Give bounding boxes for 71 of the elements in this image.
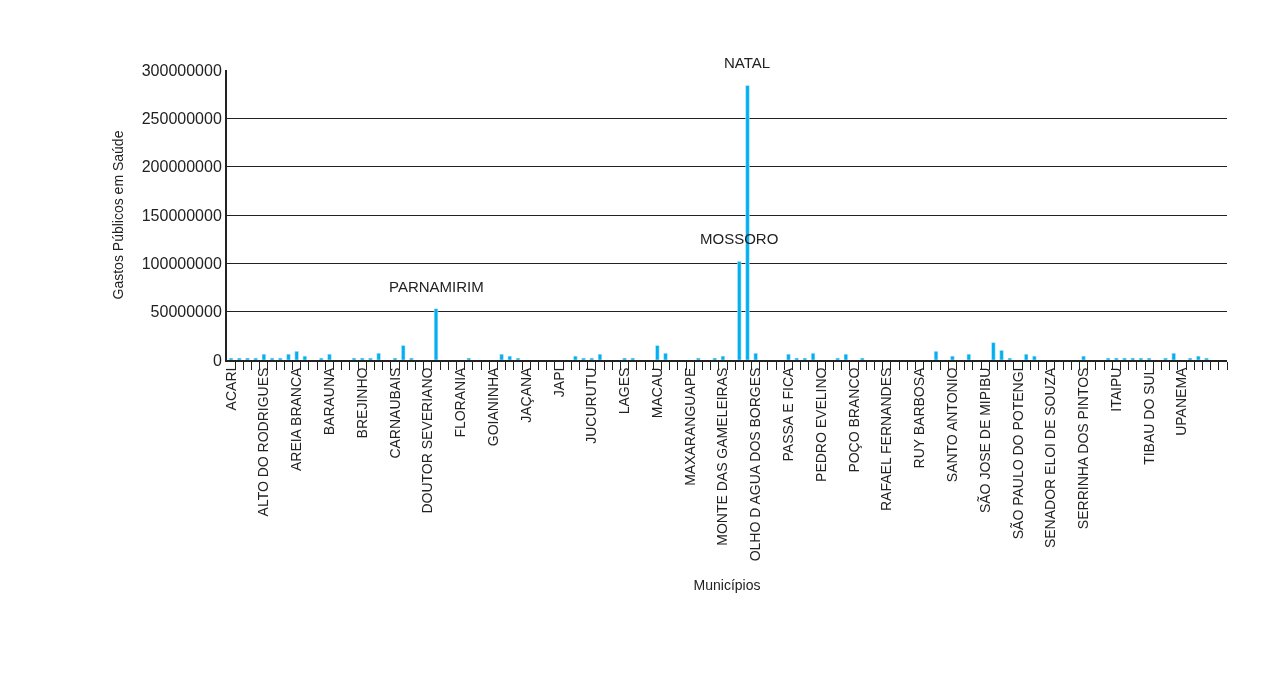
bar bbox=[1171, 352, 1176, 360]
bar bbox=[1032, 355, 1037, 360]
bar bbox=[655, 345, 660, 360]
bar bbox=[433, 308, 439, 360]
x-tick-label: SÃO PAULO DO POTENGI bbox=[1009, 367, 1026, 540]
x-tick-label: POÇO BRANCO bbox=[845, 367, 862, 473]
x-tick-label: MAXARANGUAPE bbox=[681, 367, 698, 486]
x-tick-label: LAGES bbox=[616, 367, 633, 415]
x-tick-label: SÃO JOSE DE MIPIBU bbox=[976, 367, 993, 514]
y-tick-label: 300000000 bbox=[141, 61, 222, 79]
x-tick-label: JAÇANA bbox=[517, 366, 534, 423]
bar bbox=[843, 353, 848, 360]
x-tick-label: PEDRO EVELINO bbox=[812, 367, 829, 482]
bar bbox=[753, 352, 758, 360]
x-tick-label: SANTO ANTONIO bbox=[943, 367, 960, 483]
x-tick-label: FLORANIA bbox=[452, 366, 469, 438]
data-label: PARNAMIRIM bbox=[389, 278, 484, 295]
bar bbox=[1081, 355, 1086, 360]
y-tick-label: 250000000 bbox=[141, 109, 222, 127]
bar bbox=[810, 352, 816, 360]
bar bbox=[294, 351, 299, 360]
bar bbox=[933, 351, 939, 360]
x-tick-label: SENADOR ELOI DE SOUZA bbox=[1042, 366, 1059, 549]
x-tick-label: AREIA BRANCA bbox=[288, 366, 305, 472]
x-tick-label: JAPI bbox=[550, 367, 567, 398]
x-tick-label: RAFAEL FERNANDES bbox=[878, 367, 895, 512]
x-tick-label: TIBAU DO SUL bbox=[1140, 367, 1157, 465]
bar bbox=[597, 353, 603, 360]
x-tick-label: DOUTOR SEVERIANO bbox=[419, 367, 436, 514]
x-tick-label: SERRINHA DOS PINTOS bbox=[1075, 367, 1092, 530]
bar bbox=[999, 350, 1004, 360]
x-tick-label: UPANEMA bbox=[1173, 366, 1190, 436]
x-tick-label: ALTO DO RODRIGUES bbox=[255, 367, 272, 517]
x-tick-label: MONTE DAS GAMELEIRAS bbox=[714, 367, 731, 546]
x-tick-label: CARNAUBAIS bbox=[386, 367, 403, 459]
bar bbox=[991, 342, 996, 360]
y-tick-label: 100000000 bbox=[141, 254, 222, 272]
x-tick-label: GOIANINHA bbox=[484, 366, 501, 447]
bar bbox=[1024, 353, 1029, 360]
x-tick-label: ACARI bbox=[222, 367, 239, 411]
y-tick-label: 150000000 bbox=[141, 206, 222, 224]
bar bbox=[401, 345, 406, 360]
bar bbox=[950, 355, 955, 360]
x-tick-label: BARAUNA bbox=[321, 366, 338, 436]
bar bbox=[507, 355, 512, 360]
x-tick-label: ITAIPU bbox=[1107, 367, 1124, 412]
bar bbox=[966, 353, 971, 360]
bar bbox=[286, 353, 291, 360]
y-tick-label: 200000000 bbox=[141, 158, 222, 176]
bar bbox=[720, 355, 725, 360]
x-tick-label: JUCURUTU bbox=[583, 367, 600, 444]
x-tick-label: OLHO D AGUA DOS BORGES bbox=[747, 367, 764, 562]
bar bbox=[376, 352, 381, 360]
bar bbox=[1196, 355, 1201, 360]
bar bbox=[261, 353, 266, 360]
bar bbox=[786, 353, 791, 360]
bar bbox=[663, 352, 668, 360]
x-tick-label: MACAU bbox=[648, 367, 665, 419]
bar bbox=[327, 353, 332, 360]
bar bbox=[737, 261, 742, 360]
y-axis-title: Gastos Públicos em Saúde bbox=[109, 130, 126, 300]
bar bbox=[499, 353, 504, 360]
x-tick-label: PASSA E FICA bbox=[780, 366, 797, 462]
data-label: NATAL bbox=[724, 54, 771, 71]
x-tick-label: RUY BARBOSA bbox=[911, 366, 928, 469]
y-tick-label: 50000000 bbox=[150, 303, 222, 321]
y-tick-label: 0 bbox=[212, 351, 222, 369]
bar bbox=[573, 355, 578, 360]
x-axis-title: Municípios bbox=[693, 577, 761, 594]
x-tick-label: BREJINHO bbox=[353, 367, 370, 439]
bar bbox=[302, 355, 307, 360]
